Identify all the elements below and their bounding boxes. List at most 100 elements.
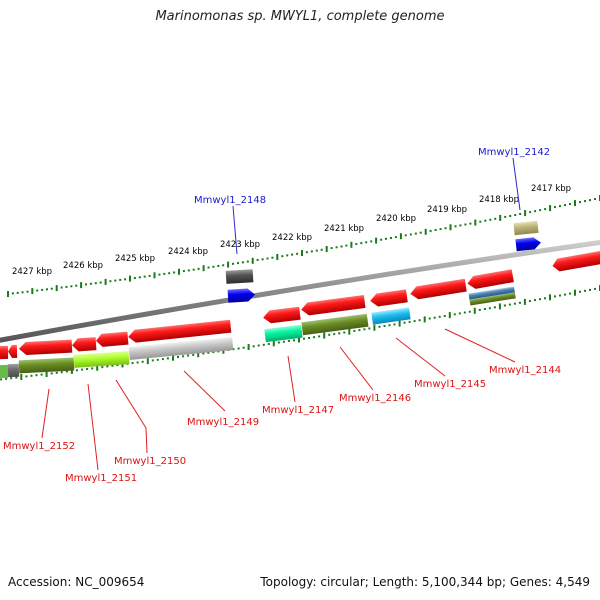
gene-arrow[interactable] bbox=[227, 288, 256, 303]
scale-tick-dot bbox=[136, 361, 139, 364]
gene-label[interactable]: Mmwyl1_2147 bbox=[262, 405, 334, 416]
gene-arrow[interactable] bbox=[409, 278, 467, 301]
gene-feature[interactable] bbox=[225, 269, 254, 284]
scale-tick-dot bbox=[257, 344, 260, 347]
scale-tick-dot bbox=[303, 337, 305, 340]
scale-tick-dot bbox=[262, 343, 265, 346]
kbp-label: 2422 kbp bbox=[272, 233, 312, 243]
gene-feature[interactable] bbox=[468, 286, 516, 306]
scale-tick-dot bbox=[378, 325, 381, 328]
label-leader-lines bbox=[41, 157, 521, 471]
gene-feature[interactable] bbox=[128, 337, 234, 360]
scale-tick-dot bbox=[177, 356, 179, 358]
gene-feature[interactable] bbox=[7, 363, 20, 378]
gene-label[interactable]: Mmwyl1_2142 bbox=[478, 147, 550, 158]
gene-feature[interactable] bbox=[18, 357, 75, 374]
scale-tick-dot bbox=[368, 327, 371, 330]
gene-arrow[interactable] bbox=[515, 237, 541, 252]
scale-tick-dot bbox=[544, 208, 547, 211]
scale-tick-dot bbox=[340, 245, 343, 248]
scale-tick-major bbox=[549, 294, 551, 301]
scale-tick-dot bbox=[453, 313, 456, 316]
scale-tick-dot bbox=[363, 328, 366, 331]
scale-tick-dot bbox=[26, 290, 29, 293]
scale-tick-dot bbox=[338, 332, 341, 335]
scale-tick-dot bbox=[484, 219, 487, 222]
scale-tick-dot bbox=[308, 337, 311, 339]
gene-feature[interactable] bbox=[264, 324, 303, 343]
gene-label[interactable]: Mmwyl1_2144 bbox=[489, 365, 561, 376]
gene-feature[interactable] bbox=[73, 351, 130, 368]
gene-arrow[interactable] bbox=[95, 331, 129, 348]
scale-tick-dot bbox=[569, 292, 571, 295]
gene-label[interactable]: Mmwyl1_2148 bbox=[194, 195, 266, 206]
scale-tick-dot bbox=[434, 229, 437, 231]
scale-tick-dot bbox=[554, 295, 556, 298]
gene-arrow[interactable] bbox=[19, 339, 73, 356]
scale-tick-dot bbox=[459, 224, 462, 227]
gene-arrow[interactable] bbox=[551, 250, 600, 272]
scale-tick-dot bbox=[151, 359, 154, 362]
scale-tick-dot bbox=[403, 321, 406, 324]
gene-label[interactable]: Mmwyl1_2149 bbox=[187, 417, 259, 428]
kbp-label: 2418 kbp bbox=[479, 195, 519, 205]
scale-tick-dot bbox=[21, 291, 24, 294]
gene-arrow[interactable] bbox=[466, 269, 514, 290]
scale-tick-dot bbox=[310, 250, 313, 253]
gene-arrow[interactable] bbox=[0, 345, 9, 360]
leader-line bbox=[41, 388, 50, 439]
scale-tick-major bbox=[31, 288, 34, 295]
scale-tick-dot bbox=[584, 200, 586, 203]
gene-feature[interactable] bbox=[513, 220, 539, 236]
scale-tick-dot bbox=[25, 375, 28, 378]
scale-tick-major bbox=[523, 298, 526, 305]
scale-tick-dot bbox=[116, 364, 119, 367]
scale-tick-dot bbox=[217, 265, 220, 267]
scale-tick-dot bbox=[318, 335, 321, 338]
scale-tick-dot bbox=[539, 209, 542, 212]
leader-line bbox=[183, 370, 226, 412]
gene-label[interactable]: Mmwyl1_2152 bbox=[3, 441, 75, 452]
scale-tick-dot bbox=[81, 368, 84, 371]
accession-text: Accession: NC_009654 bbox=[8, 575, 145, 589]
leader-line bbox=[87, 383, 99, 471]
gene-label[interactable]: Mmwyl1_2151 bbox=[65, 473, 137, 484]
gene-label[interactable]: Mmwyl1_2150 bbox=[114, 456, 186, 467]
scale-tick-dot bbox=[320, 248, 323, 251]
outer-scale-track bbox=[7, 195, 600, 297]
scale-tick-dot bbox=[468, 310, 471, 313]
scale-tick-dot bbox=[60, 371, 63, 374]
gene-arrow[interactable] bbox=[300, 295, 366, 316]
gene-arrow[interactable] bbox=[8, 344, 18, 358]
leader-line bbox=[115, 379, 148, 454]
scale-tick-dot bbox=[429, 229, 432, 232]
scale-tick-dot bbox=[404, 234, 407, 237]
scale-tick-dot bbox=[438, 315, 441, 318]
gene-arrow[interactable] bbox=[262, 306, 301, 324]
scale-tick-dot bbox=[168, 272, 171, 275]
scale-tick-dot bbox=[529, 211, 532, 214]
scale-tick-dot bbox=[508, 303, 511, 306]
kbp-label: 2417 kbp bbox=[531, 184, 571, 194]
scale-tick-dot bbox=[443, 315, 446, 317]
scale-tick-dot bbox=[261, 258, 264, 261]
scale-tick-dot bbox=[109, 280, 112, 283]
scale-tick-dot bbox=[393, 323, 396, 326]
gene-feature[interactable] bbox=[371, 307, 411, 325]
gene-label[interactable]: Mmwyl1_2145 bbox=[414, 379, 486, 390]
scale-tick-dot bbox=[513, 302, 516, 305]
gene-arrow[interactable] bbox=[128, 319, 232, 344]
gene-arrow[interactable] bbox=[369, 289, 408, 307]
gene-arrow[interactable] bbox=[72, 337, 97, 352]
scale-tick-major bbox=[172, 354, 174, 361]
scale-tick-dot bbox=[559, 294, 561, 297]
kbp-labels: 2427 kbp 2426 kbp 2425 kbp 2424 kbp 2423… bbox=[12, 184, 571, 277]
scale-tick-dot bbox=[519, 213, 522, 215]
scale-tick-major bbox=[272, 340, 275, 347]
gene-label[interactable]: Mmwyl1_2146 bbox=[339, 393, 411, 404]
scale-tick-dot bbox=[76, 369, 78, 372]
scale-tick-major bbox=[474, 219, 477, 226]
gene-feature[interactable] bbox=[0, 364, 9, 379]
gene-feature[interactable] bbox=[301, 313, 369, 336]
